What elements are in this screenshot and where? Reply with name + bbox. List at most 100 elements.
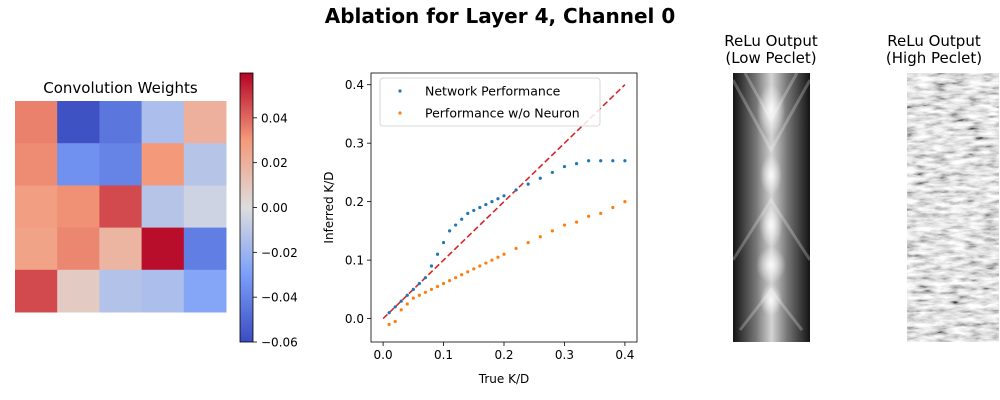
legend: Network Performance Performance w/o Neuro… (379, 77, 601, 127)
network-performance-point (441, 240, 446, 245)
performance-without-neuron-point (435, 284, 440, 289)
relu-high-title: ReLu Output (High Peclet) (885, 32, 983, 67)
heatmap-cell (15, 269, 58, 313)
heatmap-cell (15, 101, 58, 144)
heatmap-cell (15, 227, 58, 271)
performance-without-neuron-point (538, 235, 542, 239)
performance-without-neuron-point (399, 308, 403, 312)
relu-low-blob (759, 203, 783, 247)
y-tick-label: 0.2 (345, 195, 364, 209)
x-tick-label: 0.2 (494, 348, 513, 362)
heatmap-cell (183, 269, 227, 313)
network-performance-point (496, 197, 500, 201)
convolution-weights-heatmap (15, 101, 227, 313)
performance-without-neuron-point (460, 273, 464, 277)
heatmap-cell (183, 101, 227, 144)
performance-without-neuron-point (490, 258, 494, 262)
performance-without-neuron-point (478, 264, 482, 268)
relu-low-blob (756, 247, 786, 283)
y-tick-label: 0.3 (345, 137, 364, 151)
network-performance-point (460, 217, 464, 221)
network-performance-point (587, 159, 591, 163)
performance-without-neuron-point (550, 229, 554, 233)
network-performance-point (550, 170, 554, 175)
performance-without-neuron-point (587, 214, 591, 218)
performance-without-neuron-point (405, 302, 409, 306)
network-performance-point (599, 159, 603, 163)
heatmap-cell (141, 143, 185, 186)
heatmap-cell (141, 269, 185, 313)
network-performance-point (466, 211, 470, 215)
x-tick-label: 0.0 (374, 348, 393, 362)
performance-without-neuron-point (599, 211, 603, 215)
y-tick-label: 0.0 (345, 312, 364, 326)
heatmap-cell (57, 227, 100, 271)
heatmap-cell (99, 101, 143, 144)
colorbar-tick-label: 0.04 (261, 111, 288, 125)
network-performance-point (423, 276, 428, 280)
network-performance-point (526, 182, 530, 186)
performance-without-neuron-point (484, 261, 488, 265)
performance-without-neuron-point (417, 293, 421, 297)
performance-without-neuron-point (454, 276, 458, 280)
y-axis-label: Inferred K/D (322, 171, 336, 243)
legend-label: Performance w/o Neuron (425, 106, 580, 121)
network-performance-point (435, 252, 440, 256)
performance-without-neuron-point (472, 267, 476, 271)
relu-high-texture (907, 73, 999, 342)
heatmap-cell (15, 143, 58, 186)
network-performance-point (623, 159, 627, 163)
colorbar-tick-label: −0.06 (261, 336, 298, 350)
relu-low-title: ReLu Output (Low Peclet) (724, 32, 818, 67)
x-tick-label: 0.3 (555, 348, 574, 362)
relu-output-low-peclet-image (731, 72, 812, 342)
performance-without-neuron-point (466, 270, 470, 274)
heatmap-cell (99, 185, 143, 229)
colorbar-tick-label: 0.02 (261, 156, 288, 170)
heatmap-cell (99, 269, 143, 313)
relu-low-blob (757, 84, 785, 136)
relu-output-high-peclet-image (907, 73, 999, 342)
performance-without-neuron-point (502, 252, 506, 256)
performance-without-neuron-point (496, 255, 500, 259)
y-tick-label: 0.1 (345, 254, 364, 268)
network-performance-point (472, 208, 476, 213)
heatmap-cell (141, 101, 185, 144)
colorbar-tick-label: −0.04 (261, 291, 298, 305)
performance-without-neuron-point (447, 278, 452, 283)
heatmap-cell (99, 227, 143, 271)
colorbar-tick-label: −0.02 (261, 246, 298, 260)
heatmap-cell (57, 269, 100, 313)
performance-without-neuron-point (562, 223, 567, 227)
x-tick-label: 0.4 (615, 348, 634, 362)
network-performance-point (447, 229, 452, 233)
heatmap-cell (183, 143, 227, 186)
relu-low-blob (760, 155, 782, 195)
network-performance-point (611, 159, 615, 163)
network-performance-point (417, 281, 421, 286)
network-performance-point (562, 164, 567, 169)
colorbar-gradient (239, 72, 254, 343)
network-performance-point (405, 293, 409, 297)
performance-without-neuron-point (423, 290, 428, 294)
heatmap-cell (183, 185, 227, 229)
heatmap-cell (57, 101, 100, 144)
heatmap-cell (99, 143, 143, 186)
heatmap-cell (141, 227, 185, 271)
heatmap-cell (141, 185, 185, 229)
performance-without-neuron-point (429, 287, 434, 291)
performance-without-neuron-point (393, 319, 397, 324)
colorbar-tick-label: 0.00 (261, 201, 288, 215)
performance-without-neuron-point (441, 281, 446, 286)
network-performance-point (574, 162, 579, 166)
heatmap-title: Convolution Weights (43, 79, 198, 97)
x-axis-label: True K/D (478, 372, 529, 386)
y-tick-label: 0.4 (345, 78, 364, 92)
performance-without-neuron-point (526, 240, 530, 245)
network-performance-point (387, 311, 391, 315)
performance-without-neuron-point (387, 322, 391, 327)
relu-low-blob (760, 284, 782, 316)
network-performance-point (502, 194, 506, 198)
network-performance-point (478, 205, 482, 210)
